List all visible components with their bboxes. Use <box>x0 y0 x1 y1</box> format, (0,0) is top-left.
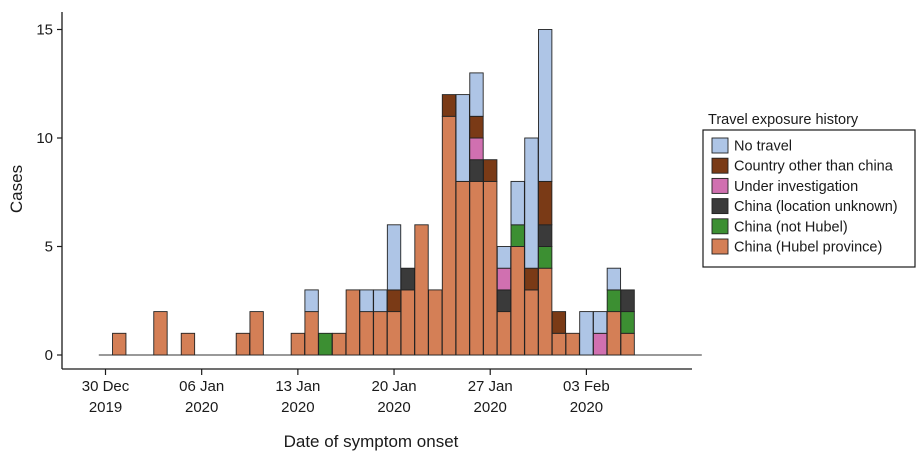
y-tick-label: 15 <box>36 22 53 39</box>
y-axis-ticks: 0 5 10 15 <box>36 22 62 364</box>
bar-segment <box>112 332 127 356</box>
bar-segment <box>538 29 553 182</box>
y-tick-label: 10 <box>36 130 53 147</box>
bar-segment <box>592 311 608 334</box>
bar-segment <box>469 159 484 182</box>
legend-box <box>702 129 916 268</box>
bar-segment <box>318 332 333 356</box>
bar-segment <box>620 332 635 356</box>
bar-segment <box>400 267 415 291</box>
bar-segment <box>441 94 457 117</box>
x-tick-label-year: 2019 <box>89 399 122 416</box>
x-tick-label: 06 Jan <box>179 378 224 395</box>
bar-segment <box>428 289 443 356</box>
bar-segment <box>538 267 553 356</box>
bar-segment <box>606 311 622 356</box>
bar-segment <box>373 311 388 356</box>
legend-swatch <box>711 218 729 235</box>
y-tick-label: 5 <box>45 239 53 256</box>
legend-swatch <box>711 177 729 194</box>
bar-segment <box>304 289 319 313</box>
bar-segment <box>386 224 402 291</box>
legend-items: No travel Country other than china Under i… <box>711 137 898 256</box>
bar-segment <box>606 267 622 291</box>
x-tick-label-year: 2020 <box>377 399 410 416</box>
x-tick-label: 03 Feb <box>563 378 610 395</box>
bar-segment <box>551 311 567 334</box>
x-tick-label: 27 Jan <box>468 378 513 395</box>
bar-segment <box>304 311 319 356</box>
bar-segment <box>455 94 470 182</box>
bar-segment <box>483 159 498 182</box>
bar-segment <box>496 289 512 313</box>
legend-label: No travel <box>734 139 792 155</box>
legend-label: China (not Hubel) <box>734 219 848 235</box>
bar-segment <box>510 180 525 226</box>
bar-segment <box>496 246 512 269</box>
bar-segment <box>538 224 553 247</box>
bar-segment <box>345 289 360 356</box>
bar-segment <box>469 137 484 161</box>
x-tick-label: 20 Jan <box>372 378 417 395</box>
bar-segment <box>414 224 429 356</box>
bar-segment <box>524 137 539 269</box>
bar-segment <box>510 224 525 247</box>
legend: Travel exposure history No travel Country… <box>702 112 916 268</box>
x-tick-label-year: 2020 <box>474 399 507 416</box>
bar-segment <box>496 311 512 356</box>
legend-label: China (Hubel province) <box>734 240 882 256</box>
legend-swatch <box>711 157 729 174</box>
bar-segment <box>441 115 457 356</box>
x-axis-title: Date of symptom onset <box>284 432 459 451</box>
bar-segment <box>565 332 580 356</box>
x-tick-label: 13 Jan <box>275 378 320 395</box>
bar-segment <box>153 311 168 356</box>
x-axis-ticks: 30 Dec 2019 06 Jan 2020 13 Jan 2020 20 Jan 2020… <box>82 369 610 416</box>
bar-segment <box>606 289 622 313</box>
legend-label: Country other than china <box>734 159 894 175</box>
bar-segment <box>235 332 251 356</box>
bar-segment <box>469 180 484 356</box>
bar-segment <box>579 311 594 356</box>
bar-segment <box>538 180 553 226</box>
bar-segment <box>331 332 347 356</box>
x-tick-label-year: 2020 <box>281 399 314 416</box>
y-axis-title: Cases <box>7 165 26 213</box>
bar-segment <box>359 289 374 313</box>
bar-segment <box>290 332 306 356</box>
legend-title: Travel exposure history <box>708 112 859 128</box>
bar-segment <box>620 311 635 334</box>
bar-segment <box>592 332 608 356</box>
y-tick-label: 0 <box>45 347 53 364</box>
bar-segment <box>373 289 388 313</box>
bar-segment <box>249 311 264 356</box>
bar-segment <box>455 180 470 356</box>
legend-label: China (location unknown) <box>734 199 898 215</box>
x-tick-label-year: 2020 <box>185 399 218 416</box>
bar-segment <box>496 267 512 291</box>
bar-segment <box>620 289 635 313</box>
bar-segment <box>386 311 402 356</box>
bar-segment <box>524 289 539 356</box>
bar-segment <box>469 72 484 117</box>
bar-segment <box>386 289 402 313</box>
bar-segment <box>510 246 525 356</box>
bar-segment <box>180 332 196 356</box>
bar-segment <box>469 115 484 139</box>
bar-segment <box>483 180 498 356</box>
bar-segment <box>524 267 539 291</box>
legend-swatch <box>711 137 729 154</box>
legend-label: Under investigation <box>734 179 858 195</box>
legend-swatch <box>711 198 729 215</box>
bars <box>98 29 702 356</box>
x-tick-label-year: 2020 <box>570 399 603 416</box>
bar-segment <box>359 311 374 356</box>
x-tick-label: 30 Dec <box>82 378 130 395</box>
legend-swatch <box>711 238 729 255</box>
bar-segment <box>538 246 553 269</box>
bar-segment <box>400 289 415 356</box>
bar-segment <box>551 332 567 356</box>
